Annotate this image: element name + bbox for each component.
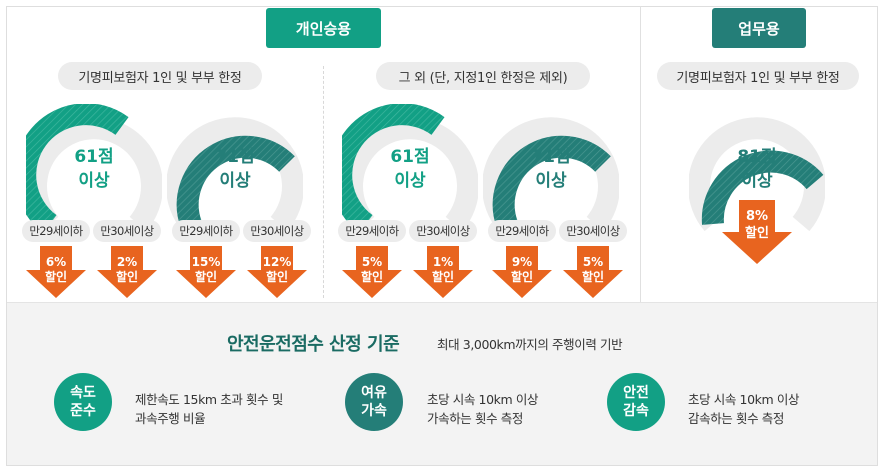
discount-suffix: 할인	[745, 226, 769, 241]
discount-label-others-71-under29: 9% 할인	[492, 255, 552, 285]
criteria-title: 안전운전점수 산정 기준	[227, 334, 400, 355]
group-label-others: 그 외 (단, 지정1인 한정은 제외)	[376, 62, 590, 90]
score-value: 61점	[74, 147, 114, 167]
criterion-badge-acceleration: 여유 가속	[345, 373, 403, 431]
criterion-badge-speed: 속도 준수	[54, 373, 112, 431]
discount-suffix: 할인	[265, 270, 289, 284]
discount-value: 8%	[745, 209, 769, 224]
criteria-section	[7, 302, 877, 465]
discount-suffix: 할인	[581, 270, 605, 284]
discount-arrow-icon	[492, 246, 552, 298]
discount-value: 12%	[262, 255, 292, 269]
panel-frame	[6, 6, 878, 466]
discount-arrow-icon	[176, 246, 236, 298]
score-ring-71-others	[483, 117, 619, 232]
discount-suffix: 할인	[194, 270, 218, 284]
score-above: 이상	[78, 171, 110, 191]
score-value: 71점	[531, 147, 571, 167]
criterion-badge-deceleration: 안전 감속	[607, 373, 665, 431]
discount-label-business-81: 8% 할인	[722, 208, 792, 242]
discount-label-others-71-over30: 5% 할인	[563, 255, 623, 285]
discount-arrow-icon	[342, 246, 402, 298]
criterion-badge-line2: 가속	[361, 403, 387, 419]
age-label-over30: 만30세이상	[559, 220, 627, 242]
score-text-61-named: 61점 이상	[26, 145, 162, 193]
tab-business[interactable]: 업무용	[712, 8, 806, 48]
score-value: 61점	[390, 147, 430, 167]
criterion-desc-deceleration: 초당 시속 10km 이상 감속하는 횟수 측정	[688, 390, 799, 428]
criterion-badge-line1: 속도	[70, 385, 96, 401]
discount-arrow-icon	[563, 246, 623, 298]
criterion-desc-line1: 초당 시속 10km 이상	[427, 392, 539, 407]
discount-arrow-icon	[413, 246, 473, 298]
age-label-under29: 만29세이하	[172, 220, 240, 242]
criterion-desc-line2: 가속하는 횟수 측정	[427, 411, 523, 426]
criterion-desc-speed: 제한속도 15km 초과 횟수 및 과속주행 비율	[135, 390, 283, 428]
age-label-over30: 만30세이상	[409, 220, 477, 242]
discount-suffix: 할인	[360, 270, 384, 284]
score-value: 81점	[737, 147, 777, 167]
discount-arrow-icon	[97, 246, 157, 298]
discount-label-others-61-under29: 5% 할인	[342, 255, 402, 285]
criterion-desc-line1: 초당 시속 10km 이상	[688, 392, 800, 407]
criterion-desc-acceleration: 초당 시속 10km 이상 가속하는 횟수 측정	[427, 390, 538, 428]
age-label-under29: 만29세이하	[22, 220, 90, 242]
discount-suffix: 할인	[115, 270, 139, 284]
group-divider	[323, 66, 324, 298]
criterion-desc-line1: 제한속도 15km 초과 횟수 및	[135, 392, 283, 407]
discount-arrow-icon	[722, 200, 792, 264]
age-label-over30: 만30세이상	[243, 220, 311, 242]
discount-label-named-61-under29: 6% 할인	[26, 255, 86, 285]
criterion-badge-line1: 안전	[623, 385, 649, 401]
discount-suffix: 할인	[431, 270, 455, 284]
criteria-subtitle: 최대 3,000km까지의 주행이력 기반	[437, 337, 623, 352]
discount-label-others-61-over30: 1% 할인	[413, 255, 473, 285]
tab-personal[interactable]: 개인승용	[266, 8, 381, 48]
age-label-over30: 만30세이상	[93, 220, 161, 242]
discount-label-named-71-over30: 12% 할인	[247, 255, 307, 285]
discount-suffix: 할인	[510, 270, 534, 284]
criterion-badge-line1: 여유	[361, 385, 387, 401]
discount-label-named-71-under29: 15% 할인	[176, 255, 236, 285]
group-label-business: 기명피보험자 1인 및 부부 한정	[657, 62, 859, 90]
discount-value: 6%	[45, 255, 67, 269]
score-value: 71점	[215, 147, 255, 167]
score-ring-81-business	[689, 117, 825, 232]
discount-value: 9%	[511, 255, 533, 269]
group-label-named-limited: 기명피보험자 1인 및 부부 한정	[58, 62, 262, 90]
criterion-desc-line2: 감속하는 횟수 측정	[688, 411, 784, 426]
discount-arrow-icon	[247, 246, 307, 298]
score-ring-71-named	[167, 117, 303, 232]
discount-value: 15%	[191, 255, 221, 269]
score-text-61-others: 61점 이상	[342, 145, 478, 193]
discount-arrow-icon	[26, 246, 86, 298]
score-text-81-business: 81점 이상	[689, 145, 825, 193]
criterion-badge-line2: 감속	[623, 403, 649, 419]
score-ring-61-named	[26, 104, 162, 233]
score-text-71-named: 71점 이상	[167, 145, 303, 193]
discount-value: 5%	[361, 255, 383, 269]
age-label-under29: 만29세이하	[488, 220, 556, 242]
score-above: 이상	[219, 171, 251, 191]
discount-label-named-61-over30: 2% 할인	[97, 255, 157, 285]
discount-value: 1%	[432, 255, 454, 269]
score-above: 이상	[535, 171, 567, 191]
criterion-badge-line2: 준수	[70, 403, 96, 419]
section-divider	[640, 6, 641, 302]
score-text-71-others: 71점 이상	[483, 145, 619, 193]
age-label-under29: 만29세이하	[338, 220, 406, 242]
discount-value: 2%	[116, 255, 138, 269]
score-ring-61-others	[342, 104, 478, 233]
discount-value: 5%	[582, 255, 604, 269]
score-above: 이상	[741, 171, 773, 191]
discount-suffix: 할인	[44, 270, 68, 284]
criterion-desc-line2: 과속주행 비율	[135, 411, 206, 426]
score-above: 이상	[394, 171, 426, 191]
